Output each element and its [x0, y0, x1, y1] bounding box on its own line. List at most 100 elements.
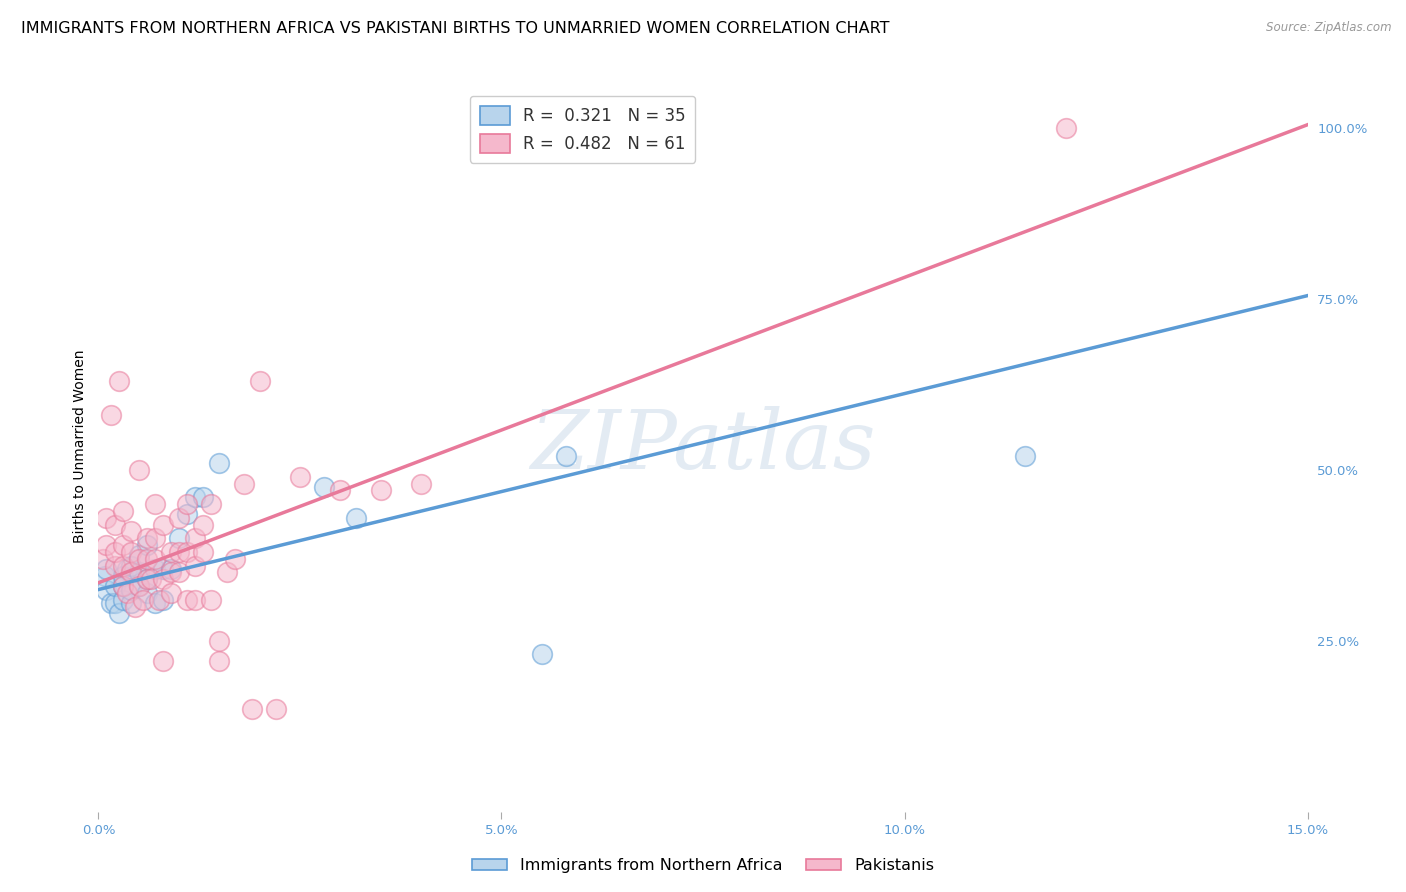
- Point: [107, 607, 129, 621]
- Point: [555, 449, 578, 463]
- Point: [152, 562, 174, 576]
- Point: [143, 562, 166, 576]
- Point: [103, 558, 125, 573]
- Point: [103, 545, 125, 559]
- Point: [208, 654, 231, 668]
- Point: [103, 517, 125, 532]
- Point: [94, 569, 117, 583]
- Point: [107, 374, 129, 388]
- Point: [135, 538, 157, 552]
- Point: [103, 579, 125, 593]
- Point: [100, 409, 122, 423]
- Point: [128, 551, 150, 566]
- Point: [264, 702, 287, 716]
- Point: [96, 538, 118, 552]
- Point: [124, 599, 146, 614]
- Point: [100, 596, 122, 610]
- Point: [160, 562, 183, 576]
- Y-axis label: Births to Unmarried Women: Births to Unmarried Women: [73, 350, 87, 542]
- Point: [1014, 449, 1036, 463]
- Point: [176, 497, 198, 511]
- Point: [370, 483, 392, 498]
- Point: [96, 562, 118, 576]
- Point: [120, 582, 142, 597]
- Point: [184, 558, 207, 573]
- Point: [128, 579, 150, 593]
- Legend: R =  0.321   N = 35, R =  0.482   N = 61: R = 0.321 N = 35, R = 0.482 N = 61: [470, 96, 696, 162]
- Point: [143, 497, 166, 511]
- Point: [111, 569, 134, 583]
- Point: [344, 510, 367, 524]
- Text: Source: ZipAtlas.com: Source: ZipAtlas.com: [1267, 21, 1392, 35]
- Text: IMMIGRANTS FROM NORTHERN AFRICA VS PAKISTANI BIRTHS TO UNMARRIED WOMEN CORRELATI: IMMIGRANTS FROM NORTHERN AFRICA VS PAKIS…: [21, 21, 890, 37]
- Point: [128, 579, 150, 593]
- Point: [132, 592, 155, 607]
- Point: [200, 592, 222, 607]
- Point: [193, 490, 215, 504]
- Point: [160, 586, 183, 600]
- Point: [167, 531, 190, 545]
- Point: [329, 483, 352, 498]
- Point: [135, 586, 157, 600]
- Point: [314, 480, 336, 494]
- Point: [208, 456, 231, 470]
- Point: [152, 592, 174, 607]
- Point: [91, 551, 114, 566]
- Legend: Immigrants from Northern Africa, Pakistanis: Immigrants from Northern Africa, Pakista…: [465, 852, 941, 880]
- Point: [152, 654, 174, 668]
- Point: [1054, 121, 1077, 136]
- Point: [111, 579, 134, 593]
- Point: [111, 558, 134, 573]
- Point: [232, 476, 254, 491]
- Point: [152, 572, 174, 586]
- Text: ZIPatlas: ZIPatlas: [530, 406, 876, 486]
- Point: [120, 524, 142, 539]
- Point: [111, 504, 134, 518]
- Point: [143, 531, 166, 545]
- Point: [103, 596, 125, 610]
- Point: [184, 592, 207, 607]
- Point: [120, 566, 142, 580]
- Point: [120, 545, 142, 559]
- Point: [128, 549, 150, 563]
- Point: [135, 572, 157, 586]
- Point: [120, 558, 142, 573]
- Point: [167, 566, 190, 580]
- Point: [208, 633, 231, 648]
- Point: [160, 545, 183, 559]
- Point: [135, 572, 157, 586]
- Point: [143, 596, 166, 610]
- Point: [176, 508, 198, 522]
- Point: [135, 531, 157, 545]
- Point: [176, 545, 198, 559]
- Point: [128, 566, 150, 580]
- Point: [128, 463, 150, 477]
- Point: [111, 592, 134, 607]
- Point: [409, 476, 432, 491]
- Point: [224, 551, 246, 566]
- Point: [167, 545, 190, 559]
- Point: [184, 490, 207, 504]
- Point: [193, 517, 215, 532]
- Point: [135, 551, 157, 566]
- Point: [249, 374, 271, 388]
- Point: [152, 517, 174, 532]
- Point: [143, 551, 166, 566]
- Point: [167, 510, 190, 524]
- Point: [240, 702, 263, 716]
- Point: [193, 545, 215, 559]
- Point: [184, 531, 207, 545]
- Point: [96, 510, 118, 524]
- Point: [115, 562, 138, 576]
- Point: [160, 566, 183, 580]
- Point: [120, 596, 142, 610]
- Point: [200, 497, 222, 511]
- Point: [217, 566, 239, 580]
- Point: [115, 586, 138, 600]
- Point: [111, 579, 134, 593]
- Point: [288, 469, 311, 483]
- Point: [530, 648, 553, 662]
- Point: [176, 592, 198, 607]
- Point: [139, 572, 162, 586]
- Point: [96, 582, 118, 597]
